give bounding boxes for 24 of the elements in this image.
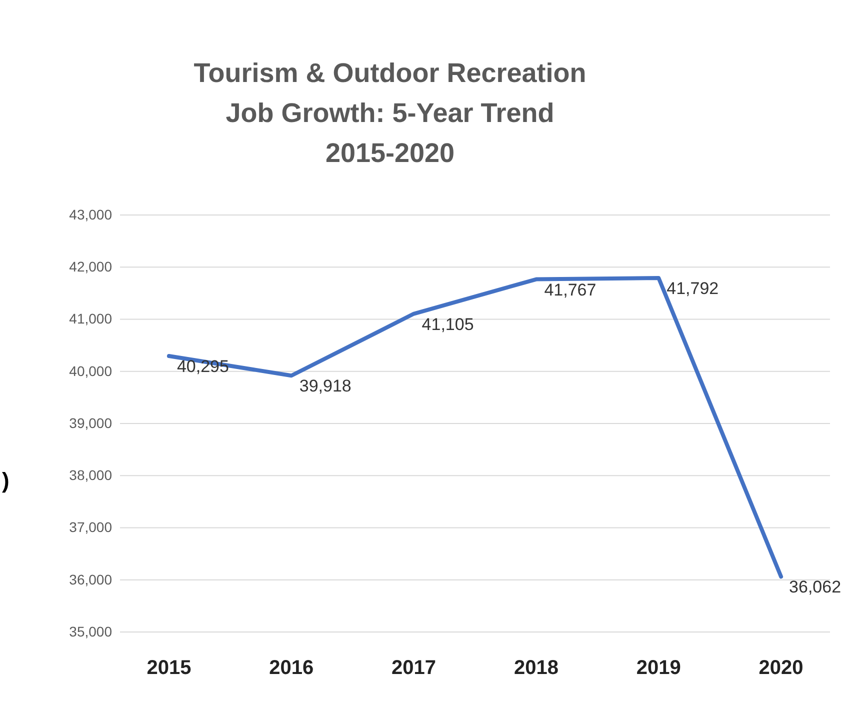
data-label: 40,295 bbox=[176, 357, 229, 376]
data-label: 41,792 bbox=[666, 278, 719, 298]
x-tick-label: 2018 bbox=[514, 657, 558, 680]
y-tick-label: 40,000 bbox=[69, 362, 112, 379]
x-tick-label: 2016 bbox=[269, 657, 314, 680]
y-tick-label: 39,000 bbox=[69, 414, 112, 431]
y-tick-label: 36,000 bbox=[69, 571, 112, 588]
line-series bbox=[166, 276, 784, 579]
data-label: 41,105 bbox=[422, 314, 474, 334]
y-tick-label: 41,000 bbox=[69, 310, 112, 327]
text: ) bbox=[2, 468, 10, 493]
chart-title: Tourism & Outdoor Recreation Job Growth: 5-Year Trend 2015-2020 bbox=[194, 58, 586, 168]
data-label: 41,767 bbox=[544, 280, 596, 300]
y-tick-label: 35,000 bbox=[69, 623, 112, 640]
y-tick-label: 42,000 bbox=[69, 258, 112, 275]
x-tick-label: 2015 bbox=[146, 657, 192, 680]
x-tick-label: 2019 bbox=[636, 657, 681, 680]
data-label: 36,062 bbox=[789, 578, 842, 597]
y-tick-label: 37,000 bbox=[69, 519, 112, 536]
y-tick-label: 38,000 bbox=[69, 467, 112, 484]
y-tick-label: 43,000 bbox=[69, 206, 112, 222]
x-tick-label: 2020 bbox=[758, 657, 804, 680]
data-label: 39,918 bbox=[299, 376, 352, 396]
x-tick-label: 2017 bbox=[392, 657, 436, 680]
